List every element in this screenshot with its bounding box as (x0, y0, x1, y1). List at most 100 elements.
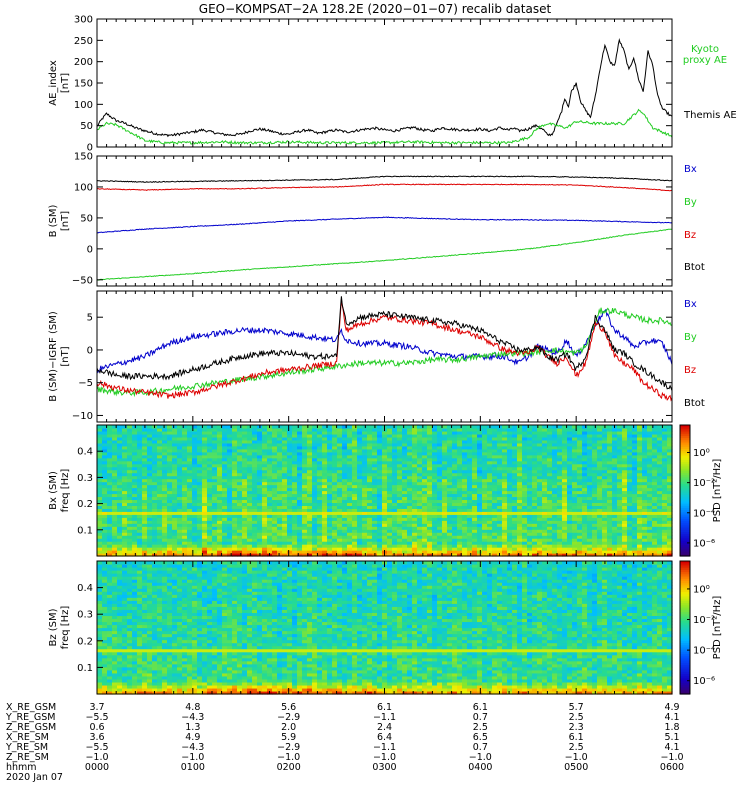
spectrogram-cell (407, 502, 413, 506)
spectrogram-cell (332, 463, 338, 468)
spectrogram-cell (542, 469, 548, 474)
spectrogram-cell (277, 475, 283, 480)
spectrogram-cell (212, 526, 218, 530)
spectrogram-cell (612, 547, 618, 551)
spectrogram-cell (292, 511, 298, 515)
spectrogram-cell (287, 502, 293, 506)
spectrogram-cell (402, 475, 408, 480)
spectrogram-cell (107, 508, 113, 512)
spectrogram-cell (302, 478, 308, 483)
spectrogram-cell (222, 532, 228, 536)
spectrogram-cell (222, 463, 228, 468)
spectrogram-cell (272, 427, 278, 432)
spectrogram-cell (157, 547, 163, 551)
spectrogram-cell (252, 553, 258, 557)
spectrogram-cell (102, 499, 108, 504)
spectrogram-cell (197, 547, 203, 551)
spectrogram-cell (147, 475, 153, 480)
spectrogram-cell (577, 490, 583, 495)
spectrogram-cell (412, 505, 418, 509)
spectrogram-cell (422, 517, 428, 521)
spectrogram-cell (232, 544, 238, 548)
spectrogram-cell (122, 508, 128, 512)
spectrogram-cell (407, 433, 413, 438)
spectrogram-cell (422, 430, 428, 435)
spectrogram-cell (277, 487, 283, 492)
spectrogram-cell (167, 508, 173, 512)
spectrogram-cell (537, 481, 543, 486)
spectrogram-cell (202, 454, 208, 459)
spectrogram-cell (392, 454, 398, 459)
spectrogram-cell (427, 448, 433, 453)
spectrogram-cell (237, 517, 243, 521)
spectrogram-cell (557, 463, 563, 468)
spectrogram-cell (172, 499, 178, 504)
spectrogram-cell (222, 502, 228, 506)
spectrogram-cell (427, 466, 433, 471)
spectrogram-cell (272, 484, 278, 489)
spectrogram-cell (577, 433, 583, 438)
spectrogram-cell (227, 535, 233, 539)
spectrogram-cell (177, 466, 183, 471)
spectrogram-cell (547, 442, 553, 447)
spectrogram-cell (602, 466, 608, 471)
spectrogram-cell (312, 493, 318, 498)
spectrogram-cell (447, 478, 453, 483)
spectrogram-cell (432, 496, 438, 501)
spectrogram-cell (247, 535, 253, 539)
spectrogram-cell (202, 451, 208, 456)
spectrogram-cell (97, 553, 103, 557)
spectrogram-cell (412, 475, 418, 480)
spectrogram-cell (272, 499, 278, 504)
spectrogram-cell (207, 425, 213, 429)
spectrogram-cell (477, 496, 483, 501)
spectrogram-cell (412, 466, 418, 471)
spectrogram-cell (422, 505, 428, 509)
spectrogram-cell (567, 553, 573, 557)
spectrogram-cell (447, 547, 453, 551)
spectrogram-cell (542, 457, 548, 462)
spectrogram-cell (392, 508, 398, 512)
spectrogram-cell (217, 445, 223, 450)
spectrogram-cell (257, 433, 263, 438)
spectrogram-cell (402, 526, 408, 530)
spectrogram-cell (137, 436, 143, 441)
spectrogram-cell (112, 472, 118, 477)
spectrogram-cell (447, 430, 453, 435)
spectrogram-cell (607, 523, 613, 527)
spectrogram-cell (527, 529, 533, 533)
spectrogram-cell (502, 427, 508, 432)
spectrogram-cell (452, 457, 458, 462)
spectrogram-cell (122, 451, 128, 456)
spectrogram-cell (357, 541, 363, 545)
spectrogram-cell (532, 541, 538, 545)
spectrogram-cell (117, 523, 123, 527)
spectrogram-cell (467, 463, 473, 468)
spectrogram-cell (212, 520, 218, 524)
spectrogram-cell (447, 532, 453, 536)
spectrogram-cell (352, 511, 358, 515)
spectrogram-cell (527, 475, 533, 480)
spectrogram-cell (427, 481, 433, 486)
spectrogram-cell (282, 469, 288, 474)
spectrogram-cell (462, 514, 468, 518)
spectrogram-cell (302, 439, 308, 444)
spectrogram-cell (192, 499, 198, 504)
spectrogram-cell (182, 466, 188, 471)
spectrogram-cell (332, 538, 338, 542)
spectrogram-cell (352, 526, 358, 530)
spectrogram-cell (332, 499, 338, 504)
spectrogram-cell (187, 532, 193, 536)
spectrogram-cell (132, 544, 138, 548)
spectrogram-cell (97, 481, 103, 486)
spectrogram-cell (262, 532, 268, 536)
spectrogram-cell (292, 451, 298, 456)
spectrogram-cell (317, 532, 323, 536)
spectrogram-cell (277, 529, 283, 533)
spectrogram-cell (507, 505, 513, 509)
spectrogram-cell (392, 475, 398, 480)
spectrogram-cell (232, 439, 238, 444)
spectrogram-cell (492, 535, 498, 539)
spectrogram-cell (332, 508, 338, 512)
spectrogram-cell (172, 520, 178, 524)
